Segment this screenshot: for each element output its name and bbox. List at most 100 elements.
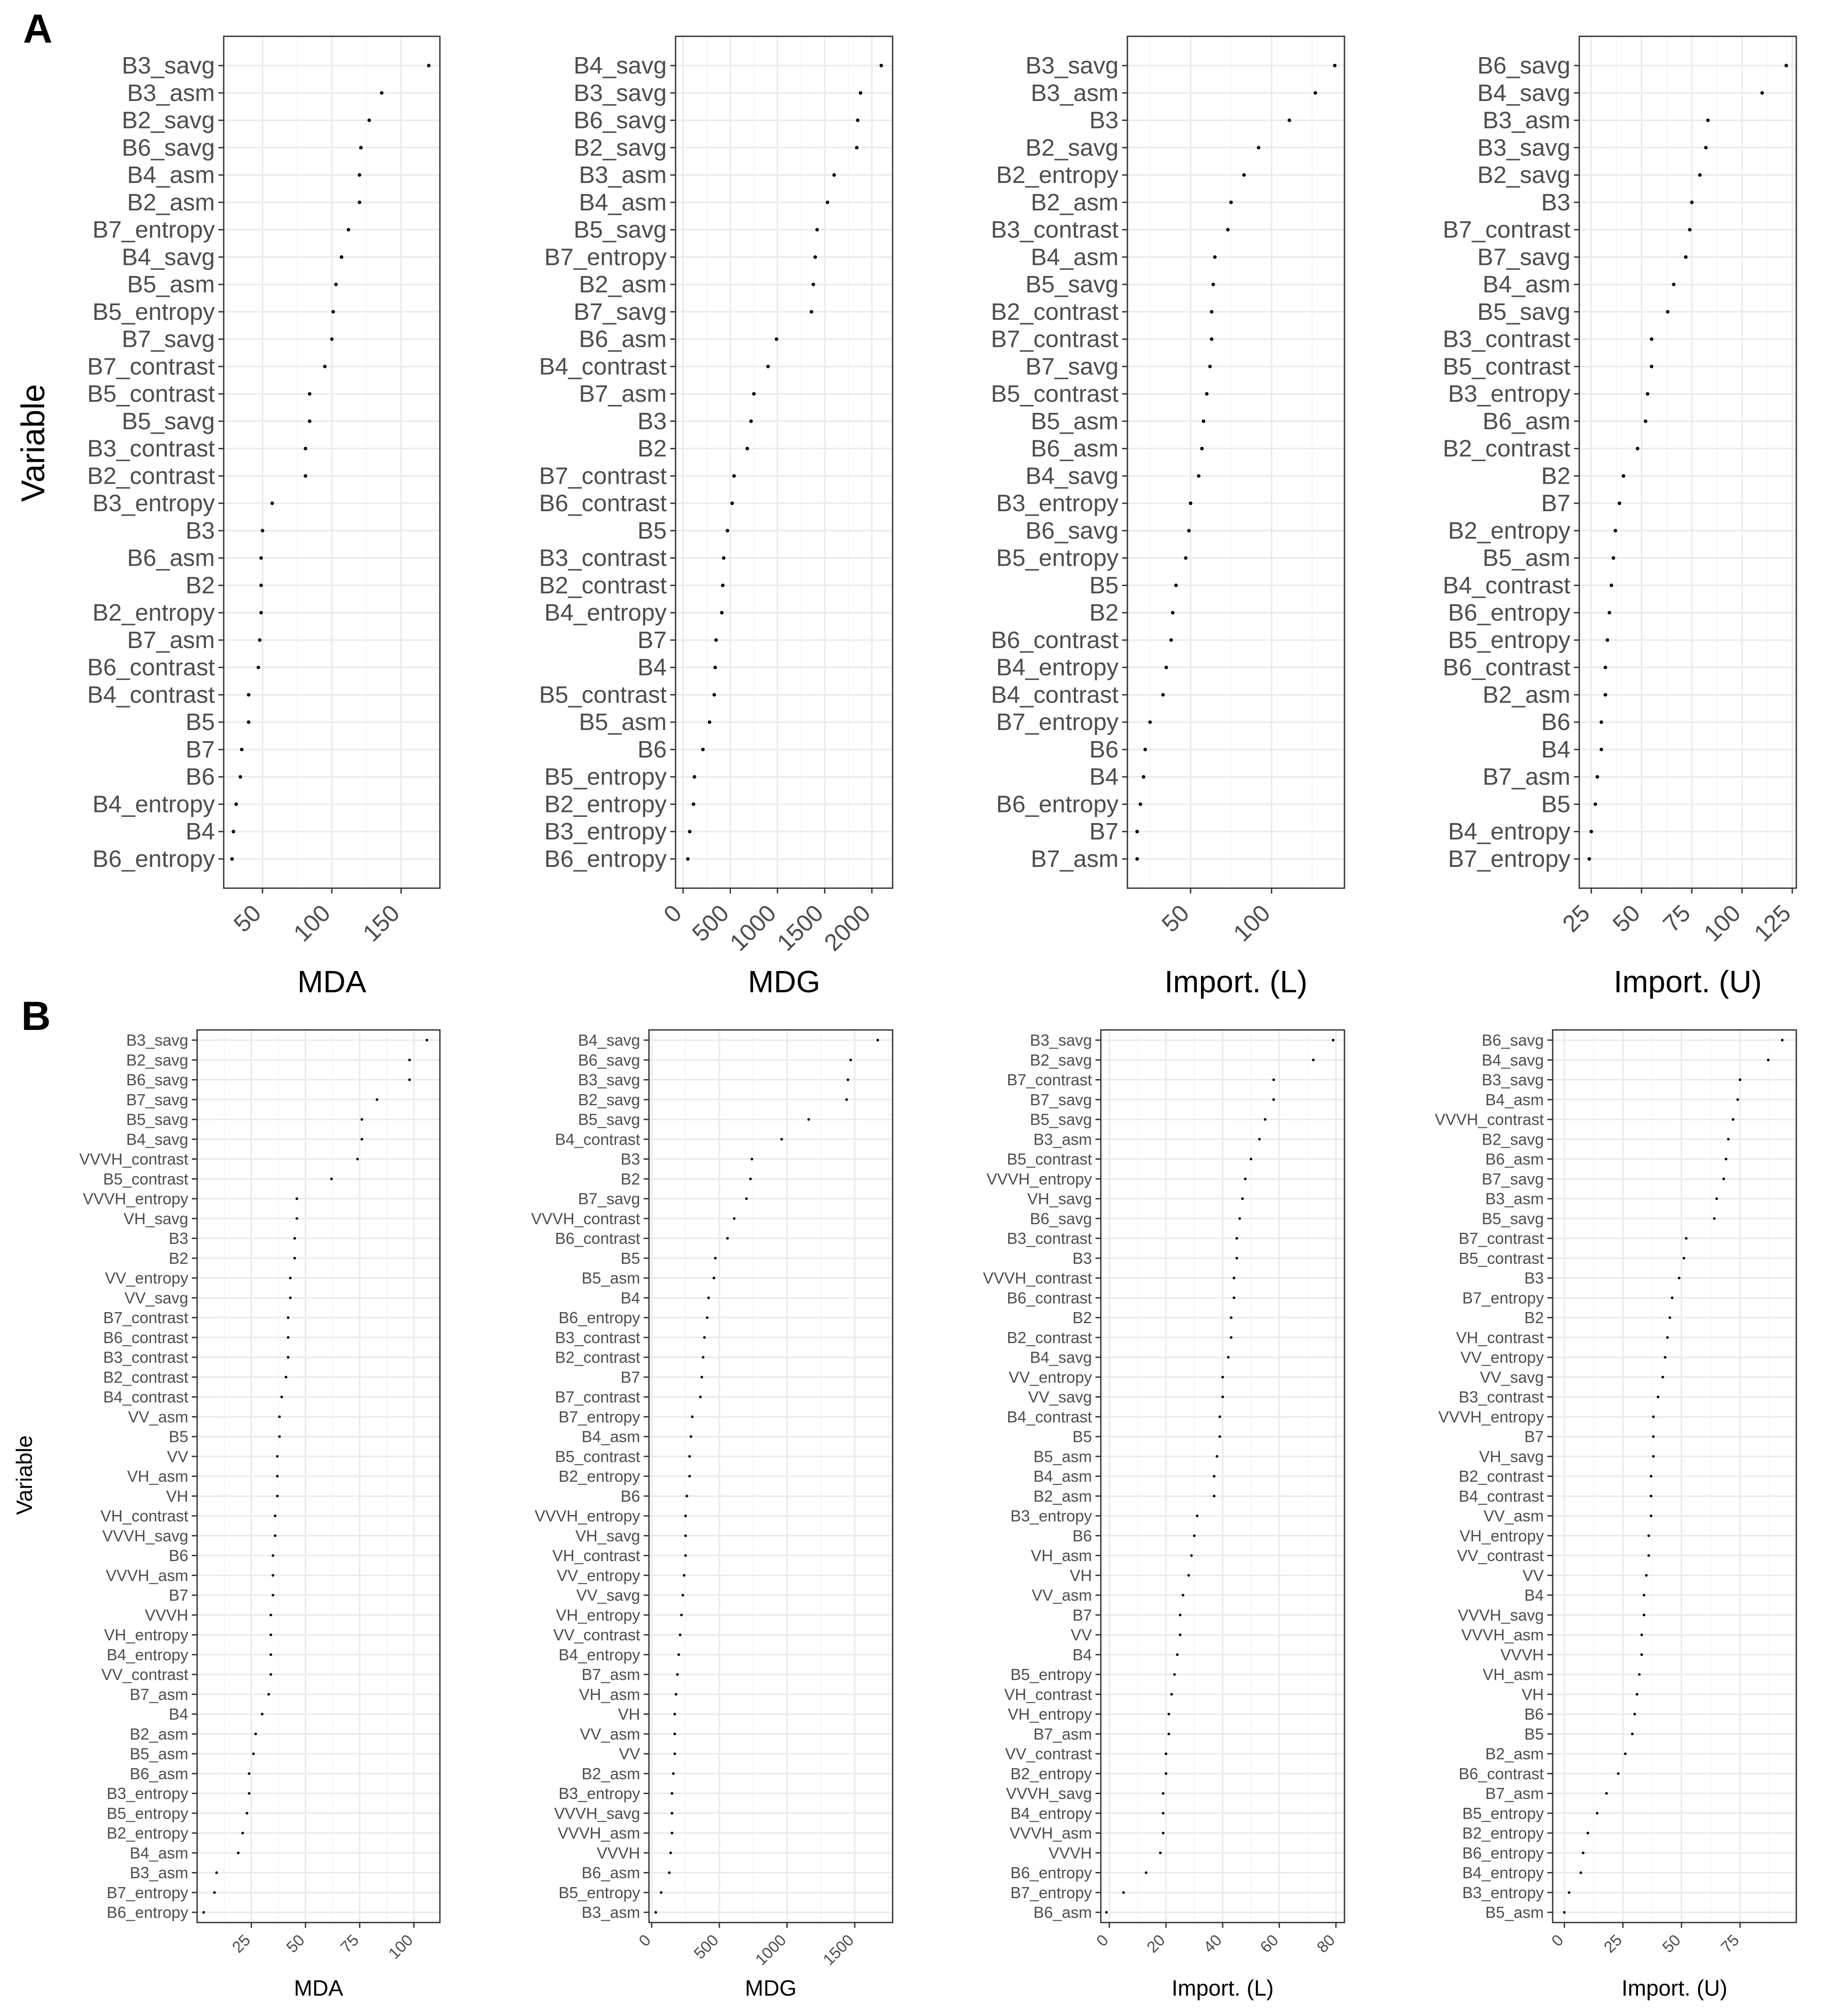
y-tick-label: B3_savg	[1030, 1031, 1092, 1049]
y-tick-label: VV_contrast	[1005, 1745, 1092, 1763]
data-point	[1579, 1871, 1582, 1874]
data-point	[289, 1277, 292, 1279]
y-tick-label: B2_entropy	[1010, 1764, 1092, 1783]
y-tick-label: VV	[1071, 1626, 1092, 1644]
chart-1: B3_savgB3_asmB2_savgB6_savgB4_asmB2_asmB…	[87, 35, 441, 999]
data-point	[1189, 501, 1193, 505]
y-tick-label: B5_entropy	[107, 1804, 188, 1822]
x-tick-label: 50	[1157, 900, 1194, 937]
data-point	[812, 283, 816, 287]
data-point	[1257, 146, 1261, 150]
y-tick-label: B6_savg	[574, 107, 667, 134]
plot-background	[676, 36, 893, 888]
data-point	[745, 1197, 748, 1200]
y-tick-label: B4_asm	[1031, 244, 1119, 270]
y-tick-label: B5_savg	[126, 1111, 188, 1129]
y-tick-label: B2_asm	[130, 1725, 188, 1743]
data-point	[276, 1495, 279, 1498]
y-tick-label: B7_contrast	[991, 326, 1119, 353]
y-tick-label: B2_savg	[1477, 162, 1570, 188]
x-tick-label: 125	[1749, 900, 1796, 947]
y-tick-label: B6	[1089, 736, 1119, 763]
plot-background	[1127, 36, 1344, 888]
y-tick-label: B6_contrast	[103, 1328, 188, 1347]
data-point	[334, 283, 338, 287]
data-point	[1666, 1336, 1669, 1339]
chart-3: B3_savgB3_asmB3B2_savgB2_entropyB2_asmB3…	[991, 35, 1345, 999]
data-point	[339, 255, 343, 259]
y-tick-label: B2_contrast	[87, 462, 215, 489]
data-point	[280, 1395, 283, 1398]
y-tick-label: B3	[621, 1150, 640, 1168]
y-tick-label: B6_contrast	[87, 654, 215, 681]
y-tick-label: B6	[186, 764, 215, 790]
x-axis-title: Import. (U)	[1614, 964, 1762, 999]
y-tick-label: VV_contrast	[1457, 1546, 1544, 1565]
data-point	[360, 1118, 363, 1121]
data-point	[660, 1891, 663, 1894]
y-tick-label: VH_savg	[575, 1527, 640, 1545]
y-tick-label: B7_savg	[578, 1190, 640, 1208]
y-tick-label: B3_savg	[1482, 1071, 1544, 1089]
data-point	[1663, 1356, 1667, 1359]
data-point	[815, 228, 819, 232]
y-tick-label: B3_entropy	[544, 818, 667, 845]
y-tick-label: B7	[186, 736, 215, 763]
data-point	[213, 1891, 216, 1894]
data-point	[248, 1792, 251, 1795]
y-tick-label: VV	[619, 1745, 640, 1763]
data-point	[809, 310, 813, 314]
data-point	[346, 228, 350, 232]
y-tick-label: B5_entropy	[1448, 627, 1570, 653]
data-point	[248, 1772, 251, 1775]
y-tick-label: B5_contrast	[991, 381, 1119, 407]
y-tick-label: B2	[1524, 1309, 1544, 1327]
data-point	[1249, 1158, 1252, 1161]
y-tick-label: VV	[167, 1447, 188, 1465]
y-tick-label: B2_savg	[126, 1051, 188, 1069]
data-point	[1263, 1118, 1266, 1121]
data-point	[289, 1296, 292, 1299]
y-tick-label: B4_entropy	[93, 791, 215, 817]
data-point	[1174, 583, 1178, 587]
y-tick-label: VV_savg	[576, 1586, 640, 1604]
x-tick-label: 100	[288, 900, 335, 947]
y-tick-label: B6_entropy	[559, 1309, 640, 1327]
data-point	[1238, 1217, 1241, 1220]
y-tick-label: VV	[1523, 1566, 1544, 1585]
data-point	[726, 1237, 729, 1240]
data-point	[1631, 1732, 1634, 1736]
data-point	[1232, 1277, 1235, 1279]
y-tick-label: B3_asm	[579, 162, 667, 188]
data-point	[1212, 1475, 1216, 1478]
y-tick-label: B5_savg	[122, 408, 215, 435]
y-tick-label: B2_entropy	[996, 162, 1119, 188]
y-tick-label: B2_entropy	[1462, 1824, 1544, 1842]
y-tick-label: B2_asm	[582, 1764, 640, 1783]
data-point	[1232, 1296, 1235, 1299]
y-tick-label: B6	[1524, 1705, 1544, 1723]
data-point	[270, 501, 274, 505]
data-point	[1229, 200, 1233, 204]
data-point	[241, 1832, 244, 1834]
data-point	[1685, 1237, 1688, 1240]
y-tick-label: B3_savg	[578, 1071, 640, 1089]
y-tick-label: B5	[621, 1249, 640, 1267]
y-tick-label: B5_contrast	[87, 381, 215, 407]
data-point	[259, 583, 263, 587]
x-tick-label: 1500	[772, 900, 828, 956]
x-tick-label: 25	[1600, 1931, 1625, 1956]
y-tick-label: B2_contrast	[991, 299, 1119, 325]
data-point	[1650, 365, 1654, 369]
y-tick-label: VVVH_asm	[1010, 1824, 1092, 1842]
y-tick-label: B5_savg	[578, 1111, 640, 1129]
data-point	[1621, 474, 1625, 478]
x-tick-label: 60	[1256, 1931, 1282, 1956]
data-point	[1235, 1237, 1238, 1240]
x-axis-title: Import. (L)	[1172, 1976, 1274, 2000]
y-tick-label: B2_contrast	[1007, 1328, 1092, 1347]
data-point	[780, 1138, 783, 1141]
data-point	[252, 1752, 255, 1755]
y-tick-label: B6_entropy	[107, 1903, 188, 1922]
y-tick-label: B5_asm	[582, 1269, 640, 1287]
